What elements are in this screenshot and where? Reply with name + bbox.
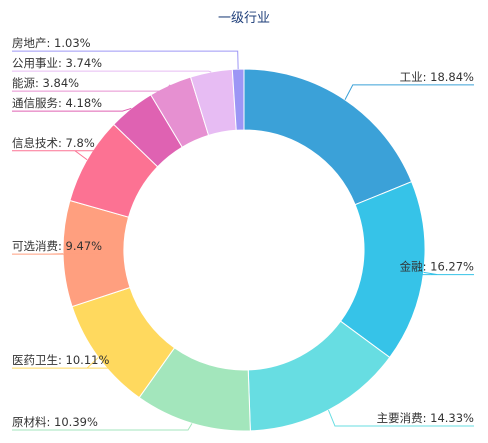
slice-label-4: 医药卫生: 10.11% xyxy=(12,353,109,367)
leader-line-10 xyxy=(12,50,239,70)
slice-label-2: 主要消费: 14.33% xyxy=(377,411,474,425)
leader-line-2 xyxy=(327,409,474,427)
leader-line-7 xyxy=(12,107,132,112)
leader-line-9 xyxy=(12,70,212,73)
slice-label-6: 信息技术: 7.8% xyxy=(12,136,95,150)
leader-line-8 xyxy=(12,84,171,92)
slice-label-9: 公用事业: 3.74% xyxy=(12,56,102,70)
slices-group xyxy=(62,68,426,432)
leader-line-1 xyxy=(399,271,474,276)
chart-title: 一级行业 xyxy=(218,11,270,26)
donut-slice-5 xyxy=(62,199,131,308)
slice-label-5: 可选消费: 9.47% xyxy=(12,239,102,253)
slice-label-1: 金融: 16.27% xyxy=(400,260,474,274)
slice-label-8: 能源: 3.84% xyxy=(12,76,79,90)
slice-label-0: 工业: 18.84% xyxy=(400,70,474,84)
leader-line-4 xyxy=(12,357,110,369)
labels-group: 工业: 18.84% 金融: 16.27% 主要消费: 14.33% 房地产: 1.0… xyxy=(12,36,474,429)
donut-slice-10 xyxy=(231,68,245,131)
leader-line-3 xyxy=(12,423,193,431)
leader-lines-group xyxy=(12,50,474,431)
slice-label-10: 房地产: 1.03% xyxy=(12,36,91,50)
slice-label-3: 原材料: 10.39% xyxy=(12,415,98,429)
leader-line-6 xyxy=(12,150,95,161)
donut-slice-0 xyxy=(243,68,413,206)
leader-line-0 xyxy=(344,84,474,101)
slice-label-7: 通信服务: 4.18% xyxy=(12,96,102,110)
